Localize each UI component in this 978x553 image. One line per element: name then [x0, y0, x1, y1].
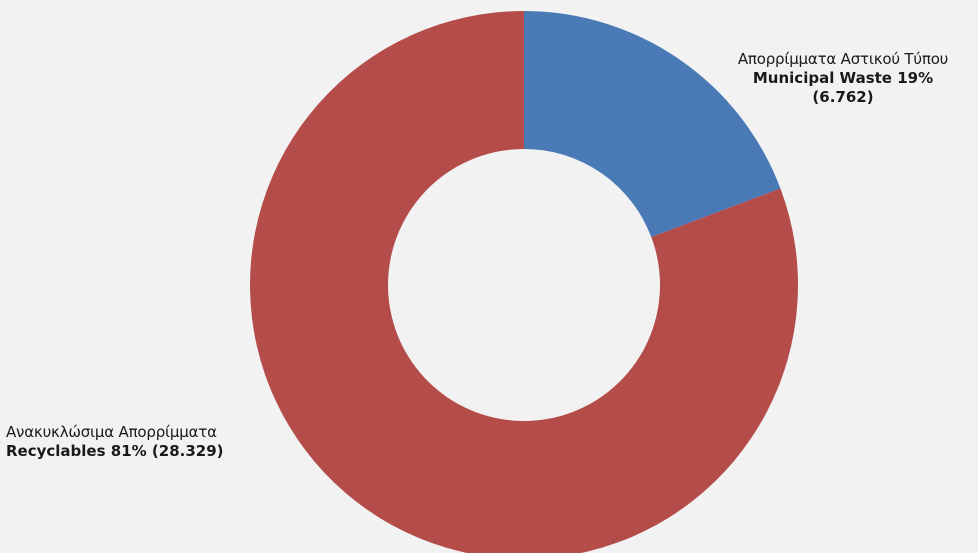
municipal-waste-english-label: Municipal Waste — [752, 69, 892, 87]
municipal-waste-english-line: Municipal Waste 19% — [718, 69, 968, 88]
municipal-waste-greek-label: Απορρίμματα Αστικού Τύπου — [737, 50, 949, 68]
municipal-waste-percent: 19% — [897, 69, 934, 87]
donut-slice-recyclables — [250, 11, 798, 553]
recyclables-greek-label: Ανακυκλώσιμα Απορρίμματα — [6, 423, 217, 441]
recyclables-percent: 81% — [110, 442, 147, 460]
municipal-waste-label: Απορρίμματα Αστικού Τύπου Municipal Wast… — [718, 50, 968, 107]
recyclables-value: (28.329) — [151, 442, 224, 460]
recyclables-english-line: Recyclables 81% (28.329) — [6, 442, 276, 461]
recyclables-label: Ανακυκλώσιμα Απορρίμματα Recyclables 81%… — [6, 423, 276, 461]
municipal-waste-value: (6.762) — [812, 88, 874, 106]
donut-slice-municipal-waste — [524, 11, 781, 238]
recyclables-english-label: Recyclables — [6, 442, 106, 460]
